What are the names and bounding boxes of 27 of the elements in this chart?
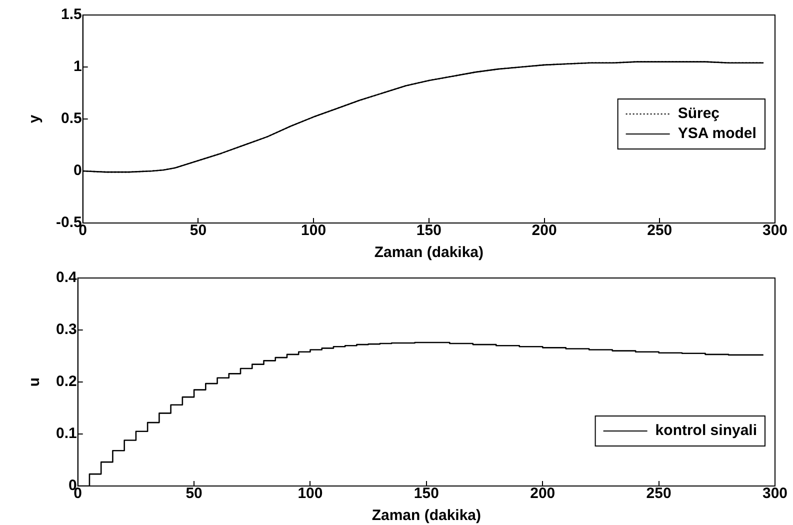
y-tick-label: 0.2 <box>56 373 77 390</box>
legend-label: Süreç <box>678 105 720 122</box>
y-tick-label: 0.3 <box>56 321 77 338</box>
y-axis-title: u <box>26 377 44 387</box>
x-axis-title: Zaman (dakika) <box>374 244 484 262</box>
x-tick-label: 250 <box>647 222 672 240</box>
x-tick-label: 100 <box>298 485 323 502</box>
x-tick-label: 300 <box>762 222 788 240</box>
y-tick-label: 1.5 <box>60 6 82 24</box>
legend-label: kontrol sinyali <box>655 422 758 440</box>
x-tick-label: 200 <box>532 222 557 240</box>
x-tick-label: 300 <box>762 485 788 502</box>
x-tick-label: 250 <box>646 485 672 502</box>
y-tick-label: 0.5 <box>60 110 82 128</box>
x-tick-label: 50 <box>190 222 207 240</box>
x-tick-label: 50 <box>186 485 202 502</box>
y-tick-label: 1 <box>74 58 82 76</box>
x-tick-label: 150 <box>416 222 442 240</box>
y-tick-label: 0.1 <box>56 425 77 442</box>
x-axis-title: Zaman (dakika) <box>372 507 482 524</box>
y-axis-title: y <box>26 114 44 124</box>
y-tick-label: 0.4 <box>56 269 78 286</box>
y-tick-label: 0 <box>74 162 82 180</box>
x-tick-label: 150 <box>414 485 439 502</box>
legend-label: YSA model <box>678 125 756 142</box>
x-tick-label: 100 <box>301 222 326 240</box>
x-tick-label: 200 <box>530 485 556 502</box>
